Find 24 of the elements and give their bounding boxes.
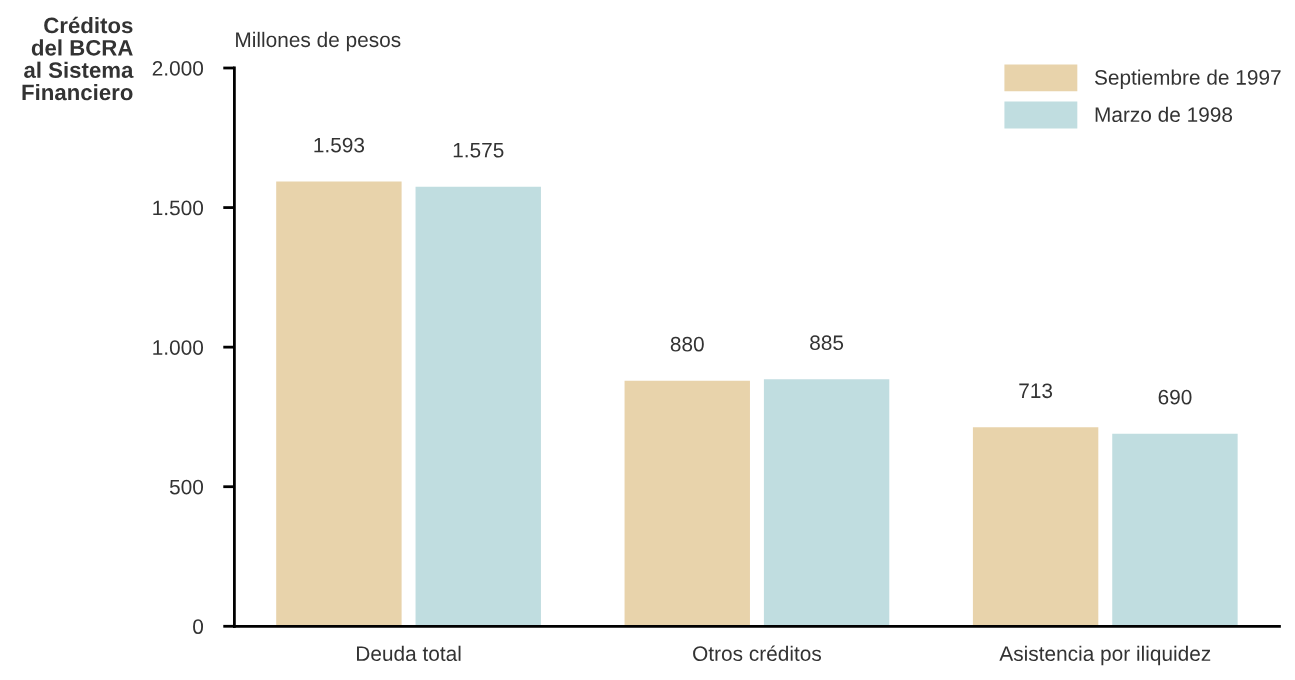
data-label: 713: [1019, 383, 1053, 399]
x-tick-label: Deuda total: [357, 645, 461, 662]
legend-label: Marzo de 1998: [1095, 106, 1233, 123]
data-label: 1.575: [453, 142, 504, 158]
data-label: 885: [810, 335, 844, 351]
y-tick-label: 1.500: [153, 200, 204, 216]
data-label: 690: [1158, 389, 1192, 405]
y-tick-label: 500: [169, 479, 204, 495]
x-tick-label: Otros créditos: [693, 645, 822, 662]
bar: [1112, 433, 1238, 627]
legend-label: Septiembre de 1997: [1094, 69, 1281, 89]
bar: [276, 181, 402, 627]
y-axis-title: Millones de pesos: [236, 31, 401, 52]
data-label: 1.593: [314, 137, 365, 153]
data-label: 880: [670, 336, 704, 352]
x-tick-label: Asistencia por iliquidez: [999, 645, 1211, 666]
y-tick-label: 2.000: [152, 61, 204, 76]
chart-title: Créditos del BCRA al Sistema Financiero: [22, 16, 134, 101]
y-tick-label: 1.000: [153, 340, 204, 355]
bar: [624, 380, 750, 627]
bar: [415, 186, 541, 627]
bar: [763, 379, 890, 627]
y-tick-label: 0: [193, 619, 204, 635]
bar: [972, 427, 1099, 627]
